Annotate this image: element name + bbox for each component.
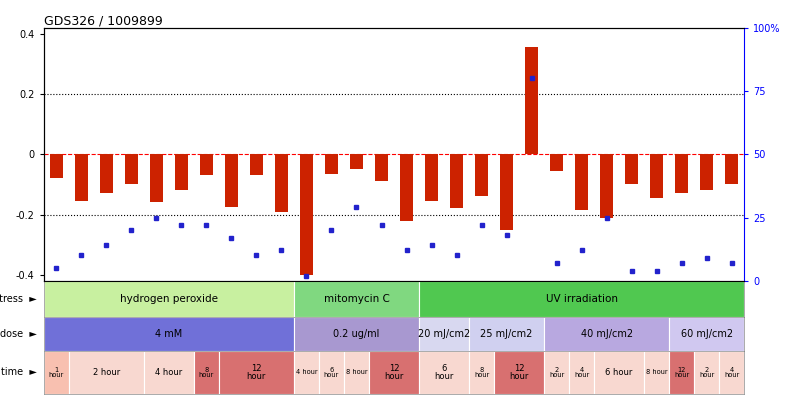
Bar bbox=[419, 318, 469, 351]
Bar bbox=[225, 154, 238, 207]
Bar bbox=[501, 154, 513, 230]
Text: 6 hour: 6 hour bbox=[606, 368, 633, 377]
Bar bbox=[150, 154, 162, 202]
Bar bbox=[544, 318, 669, 351]
Bar bbox=[700, 154, 713, 190]
Bar bbox=[144, 351, 194, 394]
Bar bbox=[494, 351, 544, 394]
Text: 40 mJ/cm2: 40 mJ/cm2 bbox=[580, 329, 633, 339]
Bar bbox=[475, 154, 488, 196]
Text: 1
hour: 1 hour bbox=[49, 367, 64, 378]
Bar bbox=[469, 318, 544, 351]
Text: 4 hour: 4 hour bbox=[295, 369, 318, 375]
Bar bbox=[419, 281, 744, 318]
Bar bbox=[350, 154, 363, 169]
Bar bbox=[250, 154, 263, 175]
Bar bbox=[294, 351, 319, 394]
Text: 12
hour: 12 hour bbox=[509, 364, 529, 381]
Text: 6
hour: 6 hour bbox=[324, 367, 339, 378]
Text: 6
hour: 6 hour bbox=[435, 364, 454, 381]
Text: 2
hour: 2 hour bbox=[699, 367, 714, 378]
Text: 12
hour: 12 hour bbox=[247, 364, 266, 381]
Bar bbox=[419, 351, 469, 394]
Bar bbox=[720, 351, 744, 394]
Text: 60 mJ/cm2: 60 mJ/cm2 bbox=[681, 329, 733, 339]
Bar bbox=[400, 154, 413, 221]
Bar bbox=[669, 351, 694, 394]
Bar bbox=[326, 154, 338, 174]
Bar bbox=[694, 351, 720, 394]
Text: 2
hour: 2 hour bbox=[549, 367, 564, 378]
Bar bbox=[44, 318, 294, 351]
Text: hydrogen peroxide: hydrogen peroxide bbox=[120, 294, 218, 304]
Bar bbox=[576, 154, 588, 210]
Text: 4
hour: 4 hour bbox=[574, 367, 589, 378]
Text: 8 hour: 8 hour bbox=[345, 369, 367, 375]
Text: 8 hour: 8 hour bbox=[646, 369, 668, 375]
Text: mitomycin C: mitomycin C bbox=[323, 294, 389, 304]
Text: 8
hour: 8 hour bbox=[199, 367, 214, 378]
Text: stress  ►: stress ► bbox=[0, 294, 37, 304]
Bar bbox=[100, 154, 112, 193]
Text: UV irradiation: UV irradiation bbox=[545, 294, 618, 304]
Bar bbox=[125, 154, 138, 185]
Text: 25 mJ/cm2: 25 mJ/cm2 bbox=[481, 329, 533, 339]
Bar bbox=[600, 154, 613, 217]
Text: 8
hour: 8 hour bbox=[474, 367, 490, 378]
Bar bbox=[175, 154, 188, 190]
Text: 2 hour: 2 hour bbox=[92, 368, 120, 377]
Bar bbox=[725, 154, 738, 185]
Bar bbox=[369, 351, 419, 394]
Bar bbox=[44, 281, 294, 318]
Bar bbox=[68, 351, 144, 394]
Bar bbox=[650, 154, 663, 198]
Bar bbox=[569, 351, 594, 394]
Text: time  ►: time ► bbox=[1, 367, 37, 377]
Bar bbox=[550, 154, 563, 171]
Bar bbox=[375, 154, 388, 181]
Bar bbox=[44, 351, 68, 394]
Bar bbox=[469, 351, 494, 394]
Bar bbox=[669, 318, 744, 351]
Bar bbox=[626, 154, 638, 185]
Bar bbox=[644, 351, 669, 394]
Bar bbox=[525, 47, 538, 154]
Text: 12
hour: 12 hour bbox=[674, 367, 689, 378]
Bar bbox=[294, 281, 419, 318]
Bar bbox=[300, 154, 313, 275]
Bar bbox=[594, 351, 644, 394]
Bar bbox=[451, 154, 462, 208]
Text: 4 hour: 4 hour bbox=[155, 368, 182, 377]
Text: GDS326 / 1009899: GDS326 / 1009899 bbox=[44, 15, 162, 28]
Text: 0.2 ug/ml: 0.2 ug/ml bbox=[334, 329, 380, 339]
Bar bbox=[200, 154, 213, 175]
Bar bbox=[319, 351, 344, 394]
Text: 4 mM: 4 mM bbox=[155, 329, 182, 339]
Text: dose  ►: dose ► bbox=[0, 329, 37, 339]
Bar bbox=[50, 154, 63, 178]
Bar bbox=[544, 351, 569, 394]
Text: 4
hour: 4 hour bbox=[724, 367, 739, 378]
Bar bbox=[194, 351, 219, 394]
Text: 12
hour: 12 hour bbox=[384, 364, 404, 381]
Text: 20 mJ/cm2: 20 mJ/cm2 bbox=[418, 329, 470, 339]
Bar bbox=[294, 318, 419, 351]
Bar bbox=[275, 154, 287, 211]
Bar bbox=[344, 351, 369, 394]
Bar bbox=[676, 154, 688, 193]
Bar bbox=[75, 154, 88, 201]
Bar bbox=[219, 351, 294, 394]
Bar bbox=[425, 154, 438, 201]
